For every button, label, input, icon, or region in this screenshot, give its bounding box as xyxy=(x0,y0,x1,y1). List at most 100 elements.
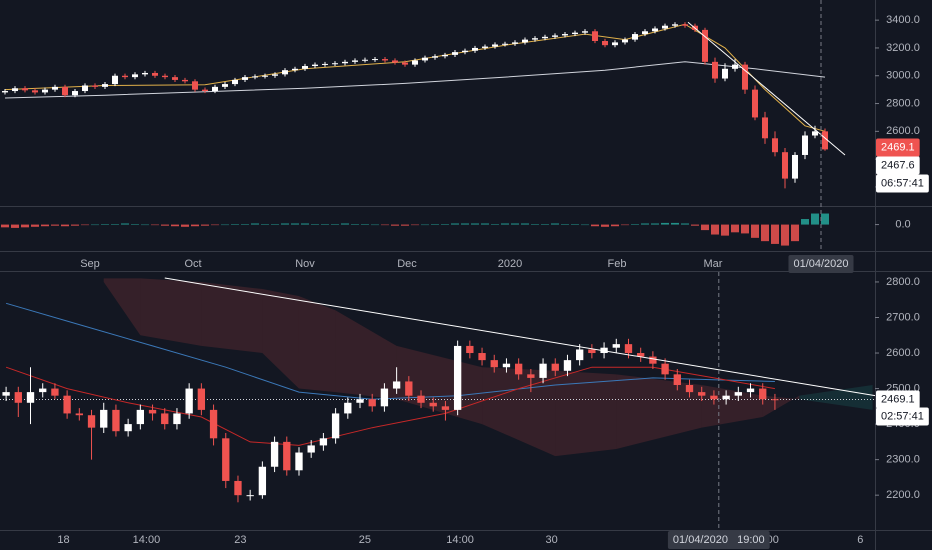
candle-body xyxy=(453,345,462,410)
x-tick-label: Mar xyxy=(704,258,723,270)
candle-body xyxy=(572,32,578,35)
candle-body xyxy=(185,388,193,414)
histogram-bar xyxy=(601,224,609,227)
candle-body xyxy=(142,72,148,75)
candle-body xyxy=(161,413,169,425)
candle-body xyxy=(673,374,681,386)
candle-body xyxy=(576,349,584,361)
candle-body xyxy=(522,39,528,43)
histogram-bar xyxy=(351,224,359,225)
candle-body xyxy=(173,413,181,425)
candle-body xyxy=(262,75,268,77)
candle-body xyxy=(502,43,508,45)
cloud-segment xyxy=(555,370,617,457)
histogram-bar xyxy=(771,224,779,244)
histogram-bar xyxy=(101,224,109,225)
histogram-bar xyxy=(441,224,449,225)
histogram-bar xyxy=(481,223,489,225)
candle-body xyxy=(172,77,178,80)
candle-body xyxy=(812,131,818,136)
last-price-label: 2469.1 xyxy=(881,393,915,405)
histogram-bar xyxy=(811,213,819,225)
cloud-segment xyxy=(799,385,873,410)
candle-body xyxy=(380,388,389,407)
histogram-bar xyxy=(411,224,419,226)
candle-body xyxy=(112,75,118,85)
ma-line xyxy=(4,61,826,99)
histogram-bar xyxy=(91,224,99,226)
candle-body xyxy=(710,395,718,400)
cloud-segment xyxy=(298,296,336,393)
candle-body xyxy=(112,409,120,432)
cloud-segment xyxy=(616,374,702,449)
candle-body xyxy=(332,63,338,65)
candle-body xyxy=(588,349,596,354)
candle-body xyxy=(698,392,706,396)
candle-body xyxy=(672,24,678,26)
candle-body xyxy=(532,38,538,40)
crosshair-time-label: 01/04/2020 xyxy=(793,258,848,270)
candle-body xyxy=(422,57,428,61)
y-tick-label: 2800.0 xyxy=(886,97,920,109)
histogram-bar xyxy=(321,224,329,225)
candle-body xyxy=(527,374,535,378)
candle-body xyxy=(295,452,303,471)
candle-body xyxy=(752,89,758,118)
candle-body xyxy=(662,25,668,29)
crosshair-price-label: 2467.6 xyxy=(881,159,915,171)
candle-body xyxy=(212,86,218,92)
x-tick-label: Feb xyxy=(608,258,627,270)
histogram-bar xyxy=(741,224,749,234)
candle-body xyxy=(192,81,198,90)
candle-body xyxy=(2,91,8,93)
candle-body xyxy=(372,59,378,61)
y-tick-label: 2200.0 xyxy=(886,489,920,501)
candle-body xyxy=(100,409,108,428)
candle-body xyxy=(649,356,657,364)
candle-body xyxy=(124,424,132,432)
histogram-bar xyxy=(61,224,69,227)
candle-body xyxy=(32,90,38,93)
histogram-bar xyxy=(121,223,129,225)
candle-body xyxy=(405,381,413,396)
candle-body xyxy=(392,60,398,63)
crosshair-time-label-bg xyxy=(667,531,770,549)
candle-body xyxy=(39,388,47,393)
x-tick-label: 30 xyxy=(545,534,557,546)
histogram-bar xyxy=(711,224,719,235)
candle-body xyxy=(722,395,730,400)
candle-body xyxy=(452,52,458,55)
candle-body xyxy=(482,46,488,48)
candle-body xyxy=(734,392,742,396)
histogram-bar xyxy=(211,224,219,226)
candle-body xyxy=(392,381,401,389)
histogram-bar xyxy=(241,224,249,225)
histogram-bar xyxy=(671,222,679,225)
candle-body xyxy=(22,88,28,91)
trendline xyxy=(164,277,876,397)
histogram-bar xyxy=(71,224,79,226)
candle-body xyxy=(246,495,254,497)
candle-body xyxy=(14,392,22,403)
histogram-bar xyxy=(261,224,269,225)
histogram-bar xyxy=(311,224,319,225)
histogram-bar xyxy=(161,224,169,226)
candle-body xyxy=(602,41,608,46)
candle-body xyxy=(234,480,242,496)
histogram-bar xyxy=(821,213,829,225)
histogram-bar xyxy=(611,224,619,227)
histogram-bar xyxy=(81,224,89,226)
candle-body xyxy=(182,79,188,82)
histogram-bar xyxy=(431,224,439,225)
candle-body xyxy=(356,399,364,403)
candle-body xyxy=(148,409,157,414)
candle-body xyxy=(562,34,568,36)
histogram-bar xyxy=(281,223,289,225)
x-tick-label: Dec xyxy=(397,258,417,270)
candle-body xyxy=(762,117,768,139)
x-tick-label: Nov xyxy=(295,258,315,270)
candle-body xyxy=(382,59,388,61)
histogram-bar xyxy=(181,224,189,227)
candle-body xyxy=(712,61,718,79)
